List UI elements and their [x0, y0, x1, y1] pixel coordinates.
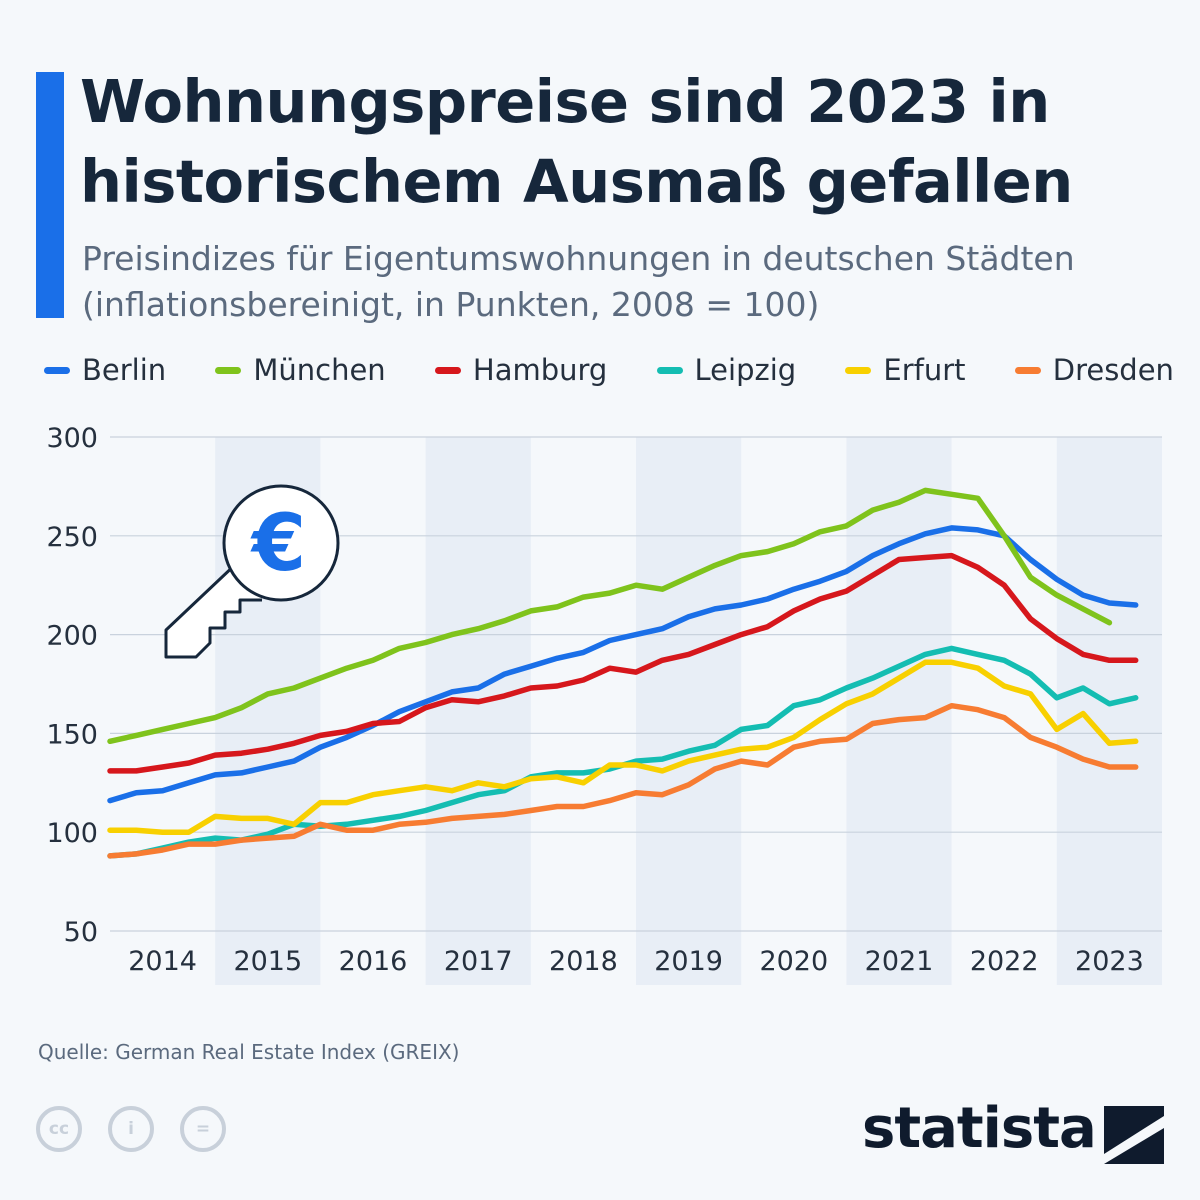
series-line-dresden	[107, 702, 1139, 859]
year-band	[425, 437, 531, 985]
y-tick-label: 100	[46, 818, 98, 849]
x-tick-label: 2014	[128, 946, 197, 977]
legend-label: Dresden	[1052, 353, 1174, 387]
y-tick-label: 150	[46, 719, 98, 750]
legend-item-hamburg[interactable]: Hamburg	[434, 353, 608, 387]
legend-label: Berlin	[82, 353, 167, 387]
statista-logo-mark-icon	[1104, 1106, 1164, 1164]
legend-item-münchen[interactable]: München	[215, 353, 386, 387]
legend-swatch	[44, 366, 70, 374]
year-band	[636, 437, 742, 985]
legend-swatch	[845, 366, 872, 374]
key-head	[222, 484, 340, 602]
legend-item-berlin[interactable]: Berlin	[44, 353, 166, 387]
no-derivatives-icon[interactable]: =	[180, 1106, 226, 1152]
x-tick-label: 2019	[654, 946, 723, 977]
x-tick-label: 2021	[865, 946, 934, 977]
legend-item-erfurt[interactable]: Erfurt	[845, 353, 966, 387]
x-tick-label: 2023	[1075, 946, 1144, 977]
series-line-berlin	[107, 525, 1139, 804]
legend-swatch	[215, 366, 242, 374]
series-line-erfurt	[107, 659, 1139, 835]
x-tick-label: 2022	[970, 946, 1039, 977]
legend-item-leipzig[interactable]: Leipzig	[656, 353, 797, 387]
statista-logo[interactable]: statista	[862, 1096, 1097, 1161]
x-tick-label: 2017	[444, 946, 513, 977]
legend-label: Erfurt	[883, 353, 966, 387]
source-note: Quelle: German Real Estate Index (GREIX)	[38, 1040, 460, 1064]
legend-label: München	[253, 353, 386, 387]
legend-swatch	[1014, 366, 1041, 374]
x-tick-label: 2020	[759, 946, 828, 977]
legend-label: Hamburg	[472, 353, 608, 387]
y-tick-label: 50	[64, 917, 98, 948]
euro-key-icon: €	[164, 484, 340, 659]
key-shaft	[164, 560, 262, 659]
year-band	[1056, 437, 1162, 985]
chart-legend: Berlin München Hamburg Leipzig Erfurt Dresden	[44, 350, 1174, 390]
legend-item-dresden[interactable]: Dresden	[1014, 353, 1174, 387]
y-tick-label: 300	[46, 423, 98, 454]
legend-swatch	[656, 366, 683, 374]
y-tick-label: 200	[46, 621, 98, 652]
x-tick-label: 2016	[339, 946, 408, 977]
x-tick-label: 2015	[233, 946, 302, 977]
line-chart: 50 100 150 200 250 300 2014 2015 2016 2017 2018 201…	[46, 423, 1162, 985]
legend-label: Leipzig	[694, 353, 797, 387]
attribution-icon[interactable]: i	[108, 1106, 154, 1152]
accent-bar	[36, 72, 64, 318]
page-title: Wohnungspreise sind 2023 in historischem…	[80, 67, 1073, 216]
series-line-hamburg	[107, 552, 1139, 774]
y-tick-label: 250	[46, 522, 98, 553]
euro-icon: €	[250, 499, 306, 589]
x-tick-label: 2018	[549, 946, 618, 977]
series-line-münchen	[107, 487, 1113, 745]
cc-icon[interactable]: cc	[36, 1106, 82, 1152]
legend-swatch	[434, 366, 461, 374]
page-subtitle: Preisindizes für Eigentumswohnungen in d…	[82, 239, 1075, 324]
license-icons: cc i =	[36, 1106, 252, 1152]
